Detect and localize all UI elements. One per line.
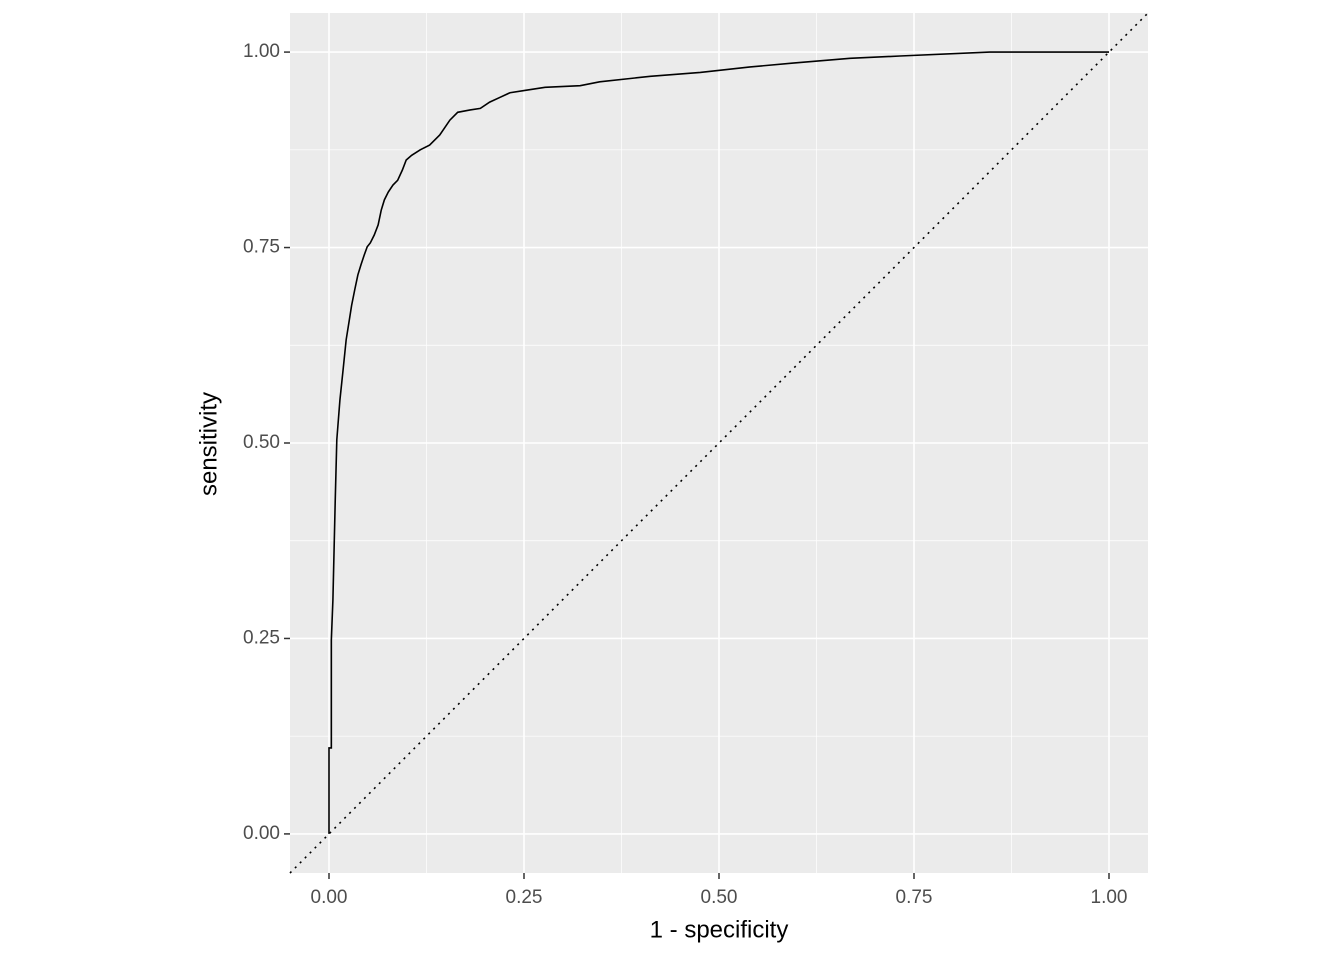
- x-tick-label: 0.00: [311, 887, 348, 908]
- y-tick-label: 1.00: [243, 41, 280, 62]
- y-tick-label: 0.00: [243, 823, 280, 844]
- y-tick-label: 0.75: [243, 237, 280, 258]
- x-tick-label: 1.00: [1091, 887, 1128, 908]
- y-tick-label: 0.50: [243, 432, 280, 453]
- x-tick-label: 0.75: [896, 887, 933, 908]
- roc-curve: [328, 51, 1109, 834]
- x-axis-title: 1 - specificity: [650, 916, 789, 943]
- y-axis-title: sensitivity: [195, 392, 222, 496]
- x-tick-label: 0.50: [701, 887, 738, 908]
- x-tick-label: 0.25: [506, 887, 543, 908]
- y-tick-label: 0.25: [243, 627, 280, 648]
